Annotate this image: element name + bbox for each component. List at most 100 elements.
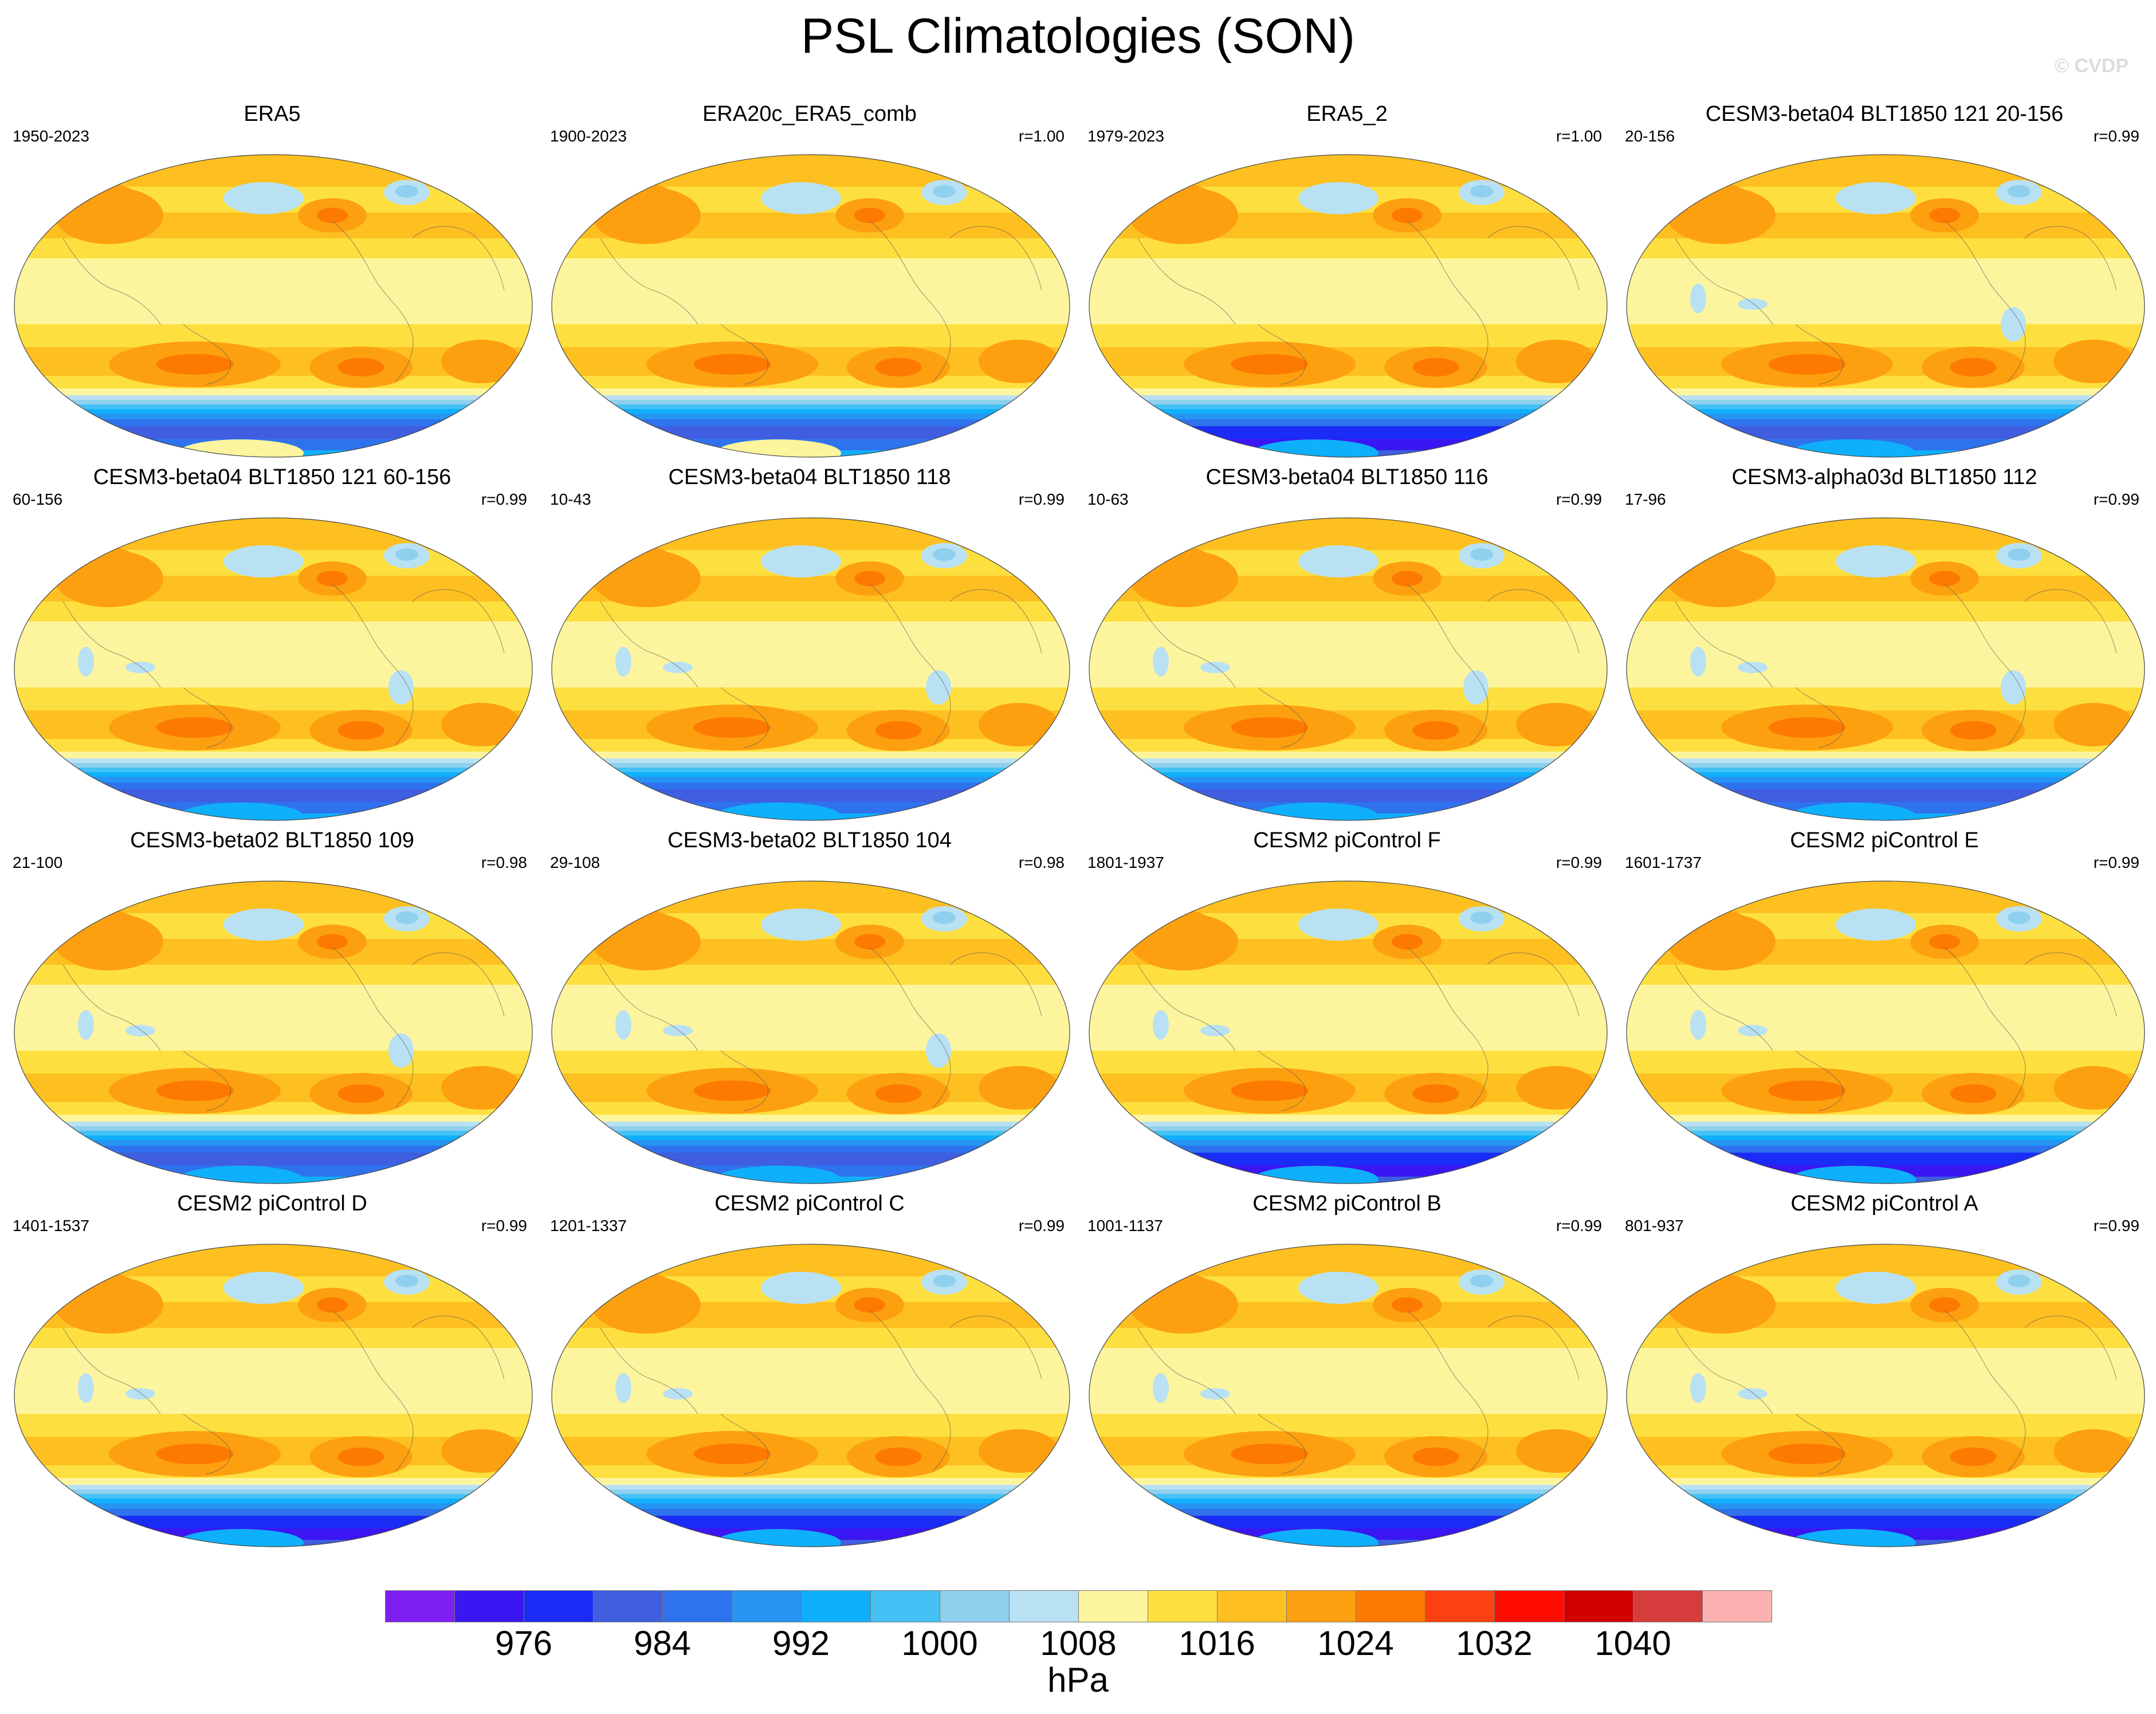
colorbar-swatch xyxy=(524,1590,594,1622)
colorbar-swatch xyxy=(940,1590,1010,1622)
colorbar-swatch xyxy=(801,1590,871,1622)
map-panel: CESM2 piControl D 1401-1537 r=0.99 xyxy=(3,1192,541,1554)
colorbar-tick-label: 1008 xyxy=(1040,1624,1117,1662)
psl-map xyxy=(14,517,533,821)
map-container xyxy=(11,879,535,1186)
colorbar-swatch xyxy=(662,1590,732,1622)
map-panel: CESM3-beta02 BLT1850 104 29-108 r=0.98 xyxy=(541,828,1078,1190)
map-container xyxy=(11,1242,535,1549)
panel-years: 1601-1737 xyxy=(1625,854,1702,871)
map-panel: ERA5 1950-2023 xyxy=(3,102,541,464)
map-panel: CESM3-beta04 BLT1850 118 10-43 r=0.99 xyxy=(541,465,1078,827)
psl-map xyxy=(1626,1244,2145,1547)
map-panel: CESM3-beta04 BLT1850 121 60-156 60-156 r=0… xyxy=(3,465,541,827)
panel-pattern-correlation: r=0.99 xyxy=(1556,854,1602,871)
panel-years: 10-43 xyxy=(550,490,591,508)
map-panel: CESM2 piControl B 1001-1137 r=0.99 xyxy=(1078,1192,1616,1554)
panel-title: CESM2 piControl C xyxy=(714,1192,905,1216)
colorbar-swatch xyxy=(1564,1590,1633,1622)
panel-pattern-correlation: r=0.99 xyxy=(1018,490,1065,508)
colorbar-swatch xyxy=(1148,1590,1218,1622)
panel-title: CESM2 piControl F xyxy=(1253,828,1441,852)
panel-title: ERA5 xyxy=(244,102,301,126)
colorbar-swatch xyxy=(1494,1590,1564,1622)
colorbar-unit-label: hPa xyxy=(1047,1661,1109,1699)
map-container xyxy=(1624,152,2147,459)
map-container xyxy=(1086,516,1610,823)
map-panel: CESM2 piControl E 1601-1737 r=0.99 xyxy=(1616,828,2153,1190)
figure-title: PSL Climatologies (SON) xyxy=(801,9,1355,64)
psl-map xyxy=(14,1244,533,1547)
colorbar-swatch xyxy=(1217,1590,1287,1622)
colorbar-swatch xyxy=(1286,1590,1356,1622)
psl-map xyxy=(1626,154,2145,458)
colorbar-tick-label: 1032 xyxy=(1456,1624,1533,1662)
colorbar-tick-label: 992 xyxy=(772,1624,830,1662)
psl-map xyxy=(1089,880,1608,1184)
colorbar-swatch xyxy=(1009,1590,1079,1622)
panel-title: CESM3-alpha03d BLT1850 112 xyxy=(1731,465,2037,489)
psl-map xyxy=(551,880,1070,1184)
panel-pattern-correlation: r=0.99 xyxy=(2093,1217,2139,1235)
colorbar-swatch xyxy=(454,1590,524,1622)
panel-pattern-correlation: r=0.98 xyxy=(481,854,527,871)
psl-map xyxy=(1089,517,1608,821)
psl-map xyxy=(1626,880,2145,1184)
psl-map xyxy=(1089,1244,1608,1547)
psl-map xyxy=(14,880,533,1184)
panel-pattern-correlation: r=0.99 xyxy=(2093,854,2139,871)
panel-title: ERA20c_ERA5_comb xyxy=(702,102,917,126)
panel-pattern-correlation: r=0.98 xyxy=(1018,854,1065,871)
map-container xyxy=(1086,879,1610,1186)
panel-pattern-correlation: r=0.99 xyxy=(1556,1217,1602,1235)
colorbar-swatch xyxy=(1078,1590,1148,1622)
panel-title: CESM2 piControl B xyxy=(1252,1192,1442,1216)
map-container xyxy=(1624,516,2147,823)
panel-pattern-correlation: r=1.00 xyxy=(1556,127,1602,145)
map-container xyxy=(11,152,535,459)
colorbar-tick-label: 976 xyxy=(494,1624,553,1662)
psl-map xyxy=(551,517,1070,821)
panel-years: 1401-1537 xyxy=(13,1217,89,1235)
colorbar-swatch xyxy=(1356,1590,1425,1622)
psl-map xyxy=(1626,517,2145,821)
panel-pattern-correlation: r=0.99 xyxy=(1556,490,1602,508)
panel-title: CESM3-beta02 BLT1850 109 xyxy=(130,828,414,852)
panel-pattern-correlation: r=0.99 xyxy=(481,490,527,508)
panel-title: CESM3-beta04 BLT1850 121 60-156 xyxy=(93,465,451,489)
panel-title: CESM3-beta04 BLT1850 116 xyxy=(1205,465,1489,489)
map-panel: ERA20c_ERA5_comb 1900-2023 r=1.00 xyxy=(541,102,1078,464)
panel-years: 10-63 xyxy=(1087,490,1129,508)
panel-title: CESM3-beta04 BLT1850 121 20-156 xyxy=(1705,102,2064,126)
psl-map xyxy=(14,154,533,458)
map-container xyxy=(549,879,1073,1186)
colorbar-swatch xyxy=(593,1590,663,1622)
colorbar-swatch xyxy=(385,1590,455,1622)
map-panel: CESM3-beta04 BLT1850 116 10-63 r=0.99 xyxy=(1078,465,1616,827)
colorbar-tick-label: 1040 xyxy=(1595,1624,1671,1662)
map-container xyxy=(1624,1242,2147,1549)
panel-title: CESM2 piControl A xyxy=(1790,1192,1978,1216)
panel-years: 1001-1137 xyxy=(1087,1217,1163,1235)
panel-years: 801-937 xyxy=(1625,1217,1684,1235)
panel-title: CESM3-beta04 BLT1850 118 xyxy=(668,465,951,489)
map-panel: CESM3-alpha03d BLT1850 112 17-96 r=0.99 xyxy=(1616,465,2153,827)
panel-title: ERA5_2 xyxy=(1306,102,1388,126)
colorbar-tick-label: 1000 xyxy=(901,1624,978,1662)
panel-years: 1950-2023 xyxy=(13,127,89,145)
panel-title: CESM2 piControl D xyxy=(177,1192,367,1216)
panel-pattern-correlation: r=0.99 xyxy=(1018,1217,1065,1235)
map-container xyxy=(549,1242,1073,1549)
colorbar xyxy=(385,1590,1772,1622)
map-container xyxy=(1086,152,1610,459)
psl-map xyxy=(551,154,1070,458)
colorbar-tick-label: 1016 xyxy=(1179,1624,1255,1662)
colorbar-tick-label: 1024 xyxy=(1317,1624,1394,1662)
map-container xyxy=(549,152,1073,459)
psl-map xyxy=(1089,154,1608,458)
psl-map xyxy=(551,1244,1070,1547)
panel-years: 60-156 xyxy=(13,490,63,508)
colorbar-swatch xyxy=(1425,1590,1495,1622)
colorbar-swatch xyxy=(1633,1590,1703,1622)
panel-years: 1201-1337 xyxy=(550,1217,627,1235)
